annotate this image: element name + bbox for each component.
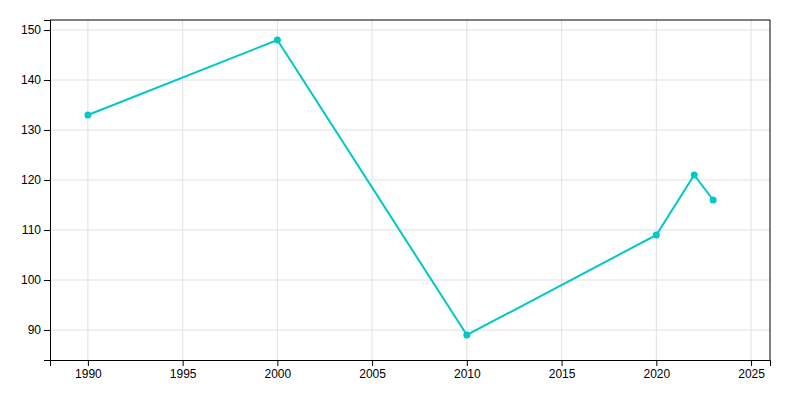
tick-label: 1990 (75, 367, 102, 381)
tick-label: 2010 (454, 367, 481, 381)
grid-line-x (277, 20, 278, 360)
tick-label: 100 (21, 273, 41, 287)
series (84, 37, 716, 339)
tick-mark (183, 360, 184, 366)
point (463, 332, 470, 339)
grid-line-y (50, 330, 770, 331)
grid-line-y (50, 280, 770, 281)
grid-line-y (50, 30, 770, 31)
tick-label: 140 (21, 73, 41, 87)
tick: 140 (21, 73, 50, 87)
grid-line-x (182, 20, 183, 360)
tick-mark (656, 360, 657, 366)
axis-line (44, 21, 51, 361)
tick: 110 (22, 223, 50, 237)
tick-mark (277, 360, 278, 366)
tick-mark (467, 360, 468, 366)
tick: 2020 (643, 360, 670, 381)
tick: 2025 (738, 360, 765, 381)
grid-line-y (50, 180, 770, 181)
tick-label: 2005 (359, 367, 386, 381)
tick-label: 2000 (265, 367, 292, 381)
tick-label: 2015 (549, 367, 576, 381)
point (274, 37, 281, 44)
point (84, 112, 91, 119)
frame (50, 20, 770, 21)
grid (50, 20, 770, 360)
tick-label: 150 (21, 23, 41, 37)
tick-mark (44, 180, 50, 181)
grid-line-y (50, 80, 770, 81)
tick-label: 90 (28, 323, 42, 337)
tick-label: 2020 (643, 367, 670, 381)
point (653, 232, 660, 239)
tick-mark (372, 360, 373, 366)
tick: 2005 (359, 360, 386, 381)
tick-mark (44, 30, 50, 31)
tick-label: 120 (21, 173, 41, 187)
tick-mark (44, 330, 50, 331)
tick-label: 110 (22, 223, 41, 237)
y-axis: 90 100 110 120 130 140 150 (21, 21, 51, 361)
tick-mark (44, 230, 50, 231)
tick-label: 1995 (170, 367, 197, 381)
tick: 150 (21, 23, 50, 37)
x-axis: 1990 1995 2000 2005 2010 2015 2020 2025 (51, 360, 771, 381)
grid-line-y (50, 130, 770, 131)
tick-mark (44, 80, 50, 81)
tick: 100 (21, 273, 50, 287)
grid-line-x (372, 20, 373, 360)
grid-line-x (656, 20, 657, 360)
tick: 2010 (454, 360, 481, 381)
tick-mark (44, 130, 50, 131)
grid-line-y (50, 230, 770, 231)
grid-line-x (751, 20, 752, 360)
grid-line-x (87, 20, 88, 360)
tick-mark (751, 360, 752, 366)
point (691, 172, 698, 179)
tick: 120 (21, 173, 50, 187)
tick-label: 2025 (738, 367, 765, 381)
tick: 2000 (265, 360, 292, 381)
line (88, 40, 713, 335)
axis-line (51, 361, 771, 367)
tick: 90 (28, 323, 50, 337)
grid-line-x (561, 20, 562, 360)
point (710, 197, 717, 204)
tick-mark (562, 360, 563, 366)
tick-mark (44, 280, 50, 281)
tick: 130 (21, 123, 50, 137)
tick: 1990 (75, 360, 102, 381)
tick-mark (88, 360, 89, 366)
tick: 2015 (549, 360, 576, 381)
plot: 1990 1995 2000 2005 2010 2015 2020 2025 90 100 110… (21, 20, 771, 381)
chart: 1990 1995 2000 2005 2010 2015 2020 2025 90 100 110… (0, 0, 800, 400)
tick: 1995 (170, 360, 197, 381)
grid-line-x (466, 20, 467, 360)
frame (770, 20, 771, 360)
tick-label: 130 (21, 123, 41, 137)
